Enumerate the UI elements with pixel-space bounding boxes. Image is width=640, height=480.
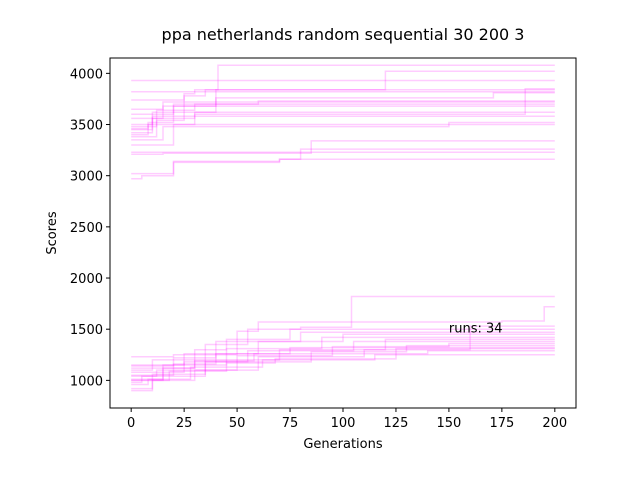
plot-lines bbox=[131, 64, 555, 392]
series-line-5 bbox=[131, 88, 555, 101]
series-line-3 bbox=[131, 70, 555, 131]
x-tick-label: 25 bbox=[176, 416, 193, 431]
x-tick-label: 125 bbox=[384, 416, 409, 431]
series-line-19 bbox=[131, 158, 555, 175]
series-line-20 bbox=[131, 295, 555, 381]
series-line-12 bbox=[131, 101, 555, 110]
series-line-28 bbox=[131, 344, 555, 384]
series-line-6 bbox=[131, 92, 555, 120]
runs-annotation: runs: 34 bbox=[449, 321, 503, 336]
series-line-17 bbox=[131, 140, 555, 155]
series-line-27 bbox=[131, 340, 555, 373]
series-line-8 bbox=[131, 103, 555, 128]
y-axis: 1000 1500 2000 2500 3000 3500 4000 bbox=[70, 67, 110, 389]
series-line-23 bbox=[131, 331, 555, 377]
x-tick-label: 100 bbox=[331, 416, 356, 431]
series-line-30 bbox=[131, 346, 555, 367]
x-tick-label: 75 bbox=[282, 416, 299, 431]
series-line-2 bbox=[131, 64, 555, 136]
series-line-33 bbox=[131, 354, 555, 386]
series-line-32 bbox=[131, 347, 555, 382]
x-axis-label: Generations bbox=[303, 437, 383, 452]
y-tick-label: 4000 bbox=[70, 67, 103, 82]
x-tick-label: 50 bbox=[229, 416, 246, 431]
series-line-25 bbox=[131, 336, 555, 382]
series-line-10 bbox=[131, 111, 555, 134]
x-axis: 0 25 50 75 100 125 150 175 200 bbox=[127, 408, 567, 431]
series-line-13 bbox=[131, 87, 555, 146]
x-tick-label: 0 bbox=[127, 416, 135, 431]
y-tick-label: 2500 bbox=[70, 221, 103, 236]
y-axis-label: Scores bbox=[45, 211, 60, 254]
series-line-34 bbox=[131, 349, 555, 369]
x-tick-label: 150 bbox=[436, 416, 461, 431]
y-tick-label: 3000 bbox=[70, 170, 103, 185]
chart-title: ppa netherlands random sequential 30 200… bbox=[162, 25, 525, 44]
x-tick-label: 200 bbox=[542, 416, 567, 431]
y-tick-label: 1000 bbox=[70, 374, 103, 389]
series-line-9 bbox=[131, 105, 555, 126]
series-line-26 bbox=[131, 338, 555, 390]
series-line-7 bbox=[131, 100, 555, 116]
series-line-22 bbox=[131, 328, 555, 371]
series-line-29 bbox=[131, 325, 555, 392]
y-tick-label: 2000 bbox=[70, 272, 103, 287]
series-line-18 bbox=[131, 148, 555, 180]
series-line-24 bbox=[131, 333, 555, 366]
series-line-15 bbox=[131, 123, 555, 130]
series-line-21 bbox=[131, 305, 555, 358]
y-tick-label: 3500 bbox=[70, 119, 103, 134]
x-tick-label: 175 bbox=[489, 416, 514, 431]
series-line-11 bbox=[131, 115, 555, 138]
series-line-31 bbox=[131, 342, 555, 378]
y-tick-label: 1500 bbox=[70, 323, 103, 338]
series-line-14 bbox=[131, 121, 555, 141]
